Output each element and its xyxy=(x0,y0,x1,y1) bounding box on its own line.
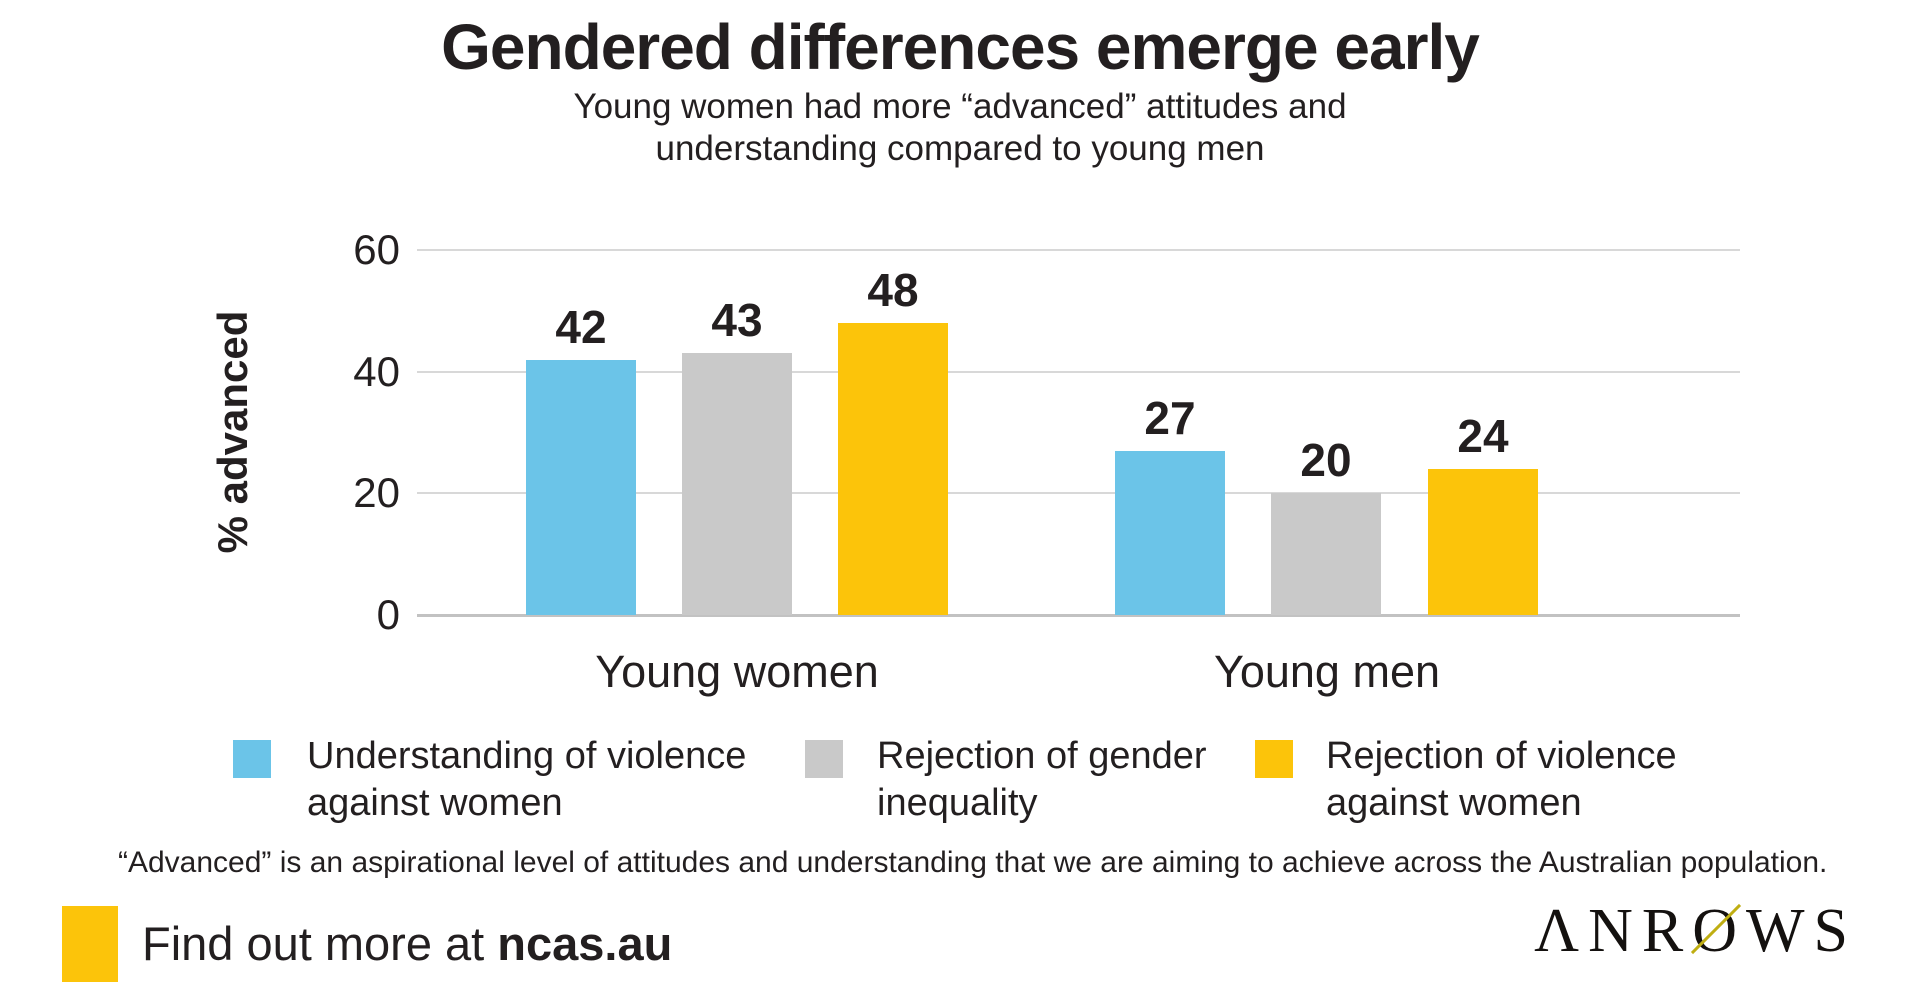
gridline-20 xyxy=(417,492,1740,494)
legend-swatch-rejection-violence xyxy=(1255,740,1293,778)
anrows-logo: ΛNRO WS xyxy=(1534,896,1857,967)
bar-rect xyxy=(682,353,792,615)
gridline-60 xyxy=(417,249,1740,251)
page-title: Gendered differences emerge early xyxy=(441,11,1480,83)
bar-value-label: 48 xyxy=(867,264,919,316)
x-axis-baseline xyxy=(417,614,1740,617)
subtitle-line-2: understanding compared to young men xyxy=(655,129,1265,168)
legend-label-understanding-violence: Understanding of violence against women xyxy=(307,735,747,824)
bar-rect xyxy=(526,359,636,615)
bar-young-women-rejection-inequality: 43 xyxy=(682,297,792,615)
bar-rect xyxy=(838,323,948,615)
y-tick-0: 0 xyxy=(376,591,400,638)
bar-young-men-understanding-violence: 27 xyxy=(1115,395,1225,615)
cta-text: Find out more at xyxy=(142,917,498,970)
footer-cta: Find out more at ncas.au xyxy=(142,916,672,971)
bar-value-label: 20 xyxy=(1300,434,1352,487)
bar-young-men-rejection-inequality: 20 xyxy=(1271,437,1381,615)
bar-rect xyxy=(1271,493,1381,615)
logo-letters-ws: WS xyxy=(1746,897,1857,965)
logo-letters-anr: ΛNR xyxy=(1534,897,1693,965)
bar-rect xyxy=(1428,469,1538,615)
bar-value-label: 42 xyxy=(555,300,607,353)
bar-young-women-rejection-violence: 48 xyxy=(838,267,948,615)
bar-value-label: 43 xyxy=(711,294,763,347)
legend-swatch-rejection-inequality xyxy=(805,740,843,778)
cta-link[interactable]: ncas.au xyxy=(497,917,673,970)
category-label-young-women: Young women xyxy=(595,646,879,697)
legend-label-rejection-inequality: Rejection of gender inequality xyxy=(877,735,1207,824)
y-axis-label: % advanced xyxy=(209,310,256,554)
gridline-40 xyxy=(417,371,1740,373)
subtitle-line-1: Young women had more “advanced” attitude… xyxy=(573,87,1347,126)
chart-plot-area: 42 43 48 27 20 24 xyxy=(417,249,1740,617)
logo-letter-o: O xyxy=(1690,897,1746,965)
y-tick-20: 20 xyxy=(353,469,400,516)
y-tick-60: 60 xyxy=(353,226,400,273)
legend-label-rejection-violence: Rejection of violence against women xyxy=(1326,735,1677,824)
footer-accent-square xyxy=(62,906,118,982)
bar-value-label: 24 xyxy=(1457,410,1509,462)
legend-swatch-understanding-violence xyxy=(233,740,271,778)
bar-young-women-understanding-violence: 42 xyxy=(526,300,636,615)
bar-young-men-rejection-violence: 24 xyxy=(1428,413,1538,615)
footnote-text: “Advanced” is an aspirational level of a… xyxy=(118,846,1828,879)
category-label-young-men: Young men xyxy=(1213,646,1441,697)
bar-rect xyxy=(1115,450,1225,615)
bar-value-label: 27 xyxy=(1144,391,1196,444)
page-subtitle: Young women had more “advanced” attitude… xyxy=(0,86,1920,170)
y-tick-40: 40 xyxy=(353,348,400,395)
